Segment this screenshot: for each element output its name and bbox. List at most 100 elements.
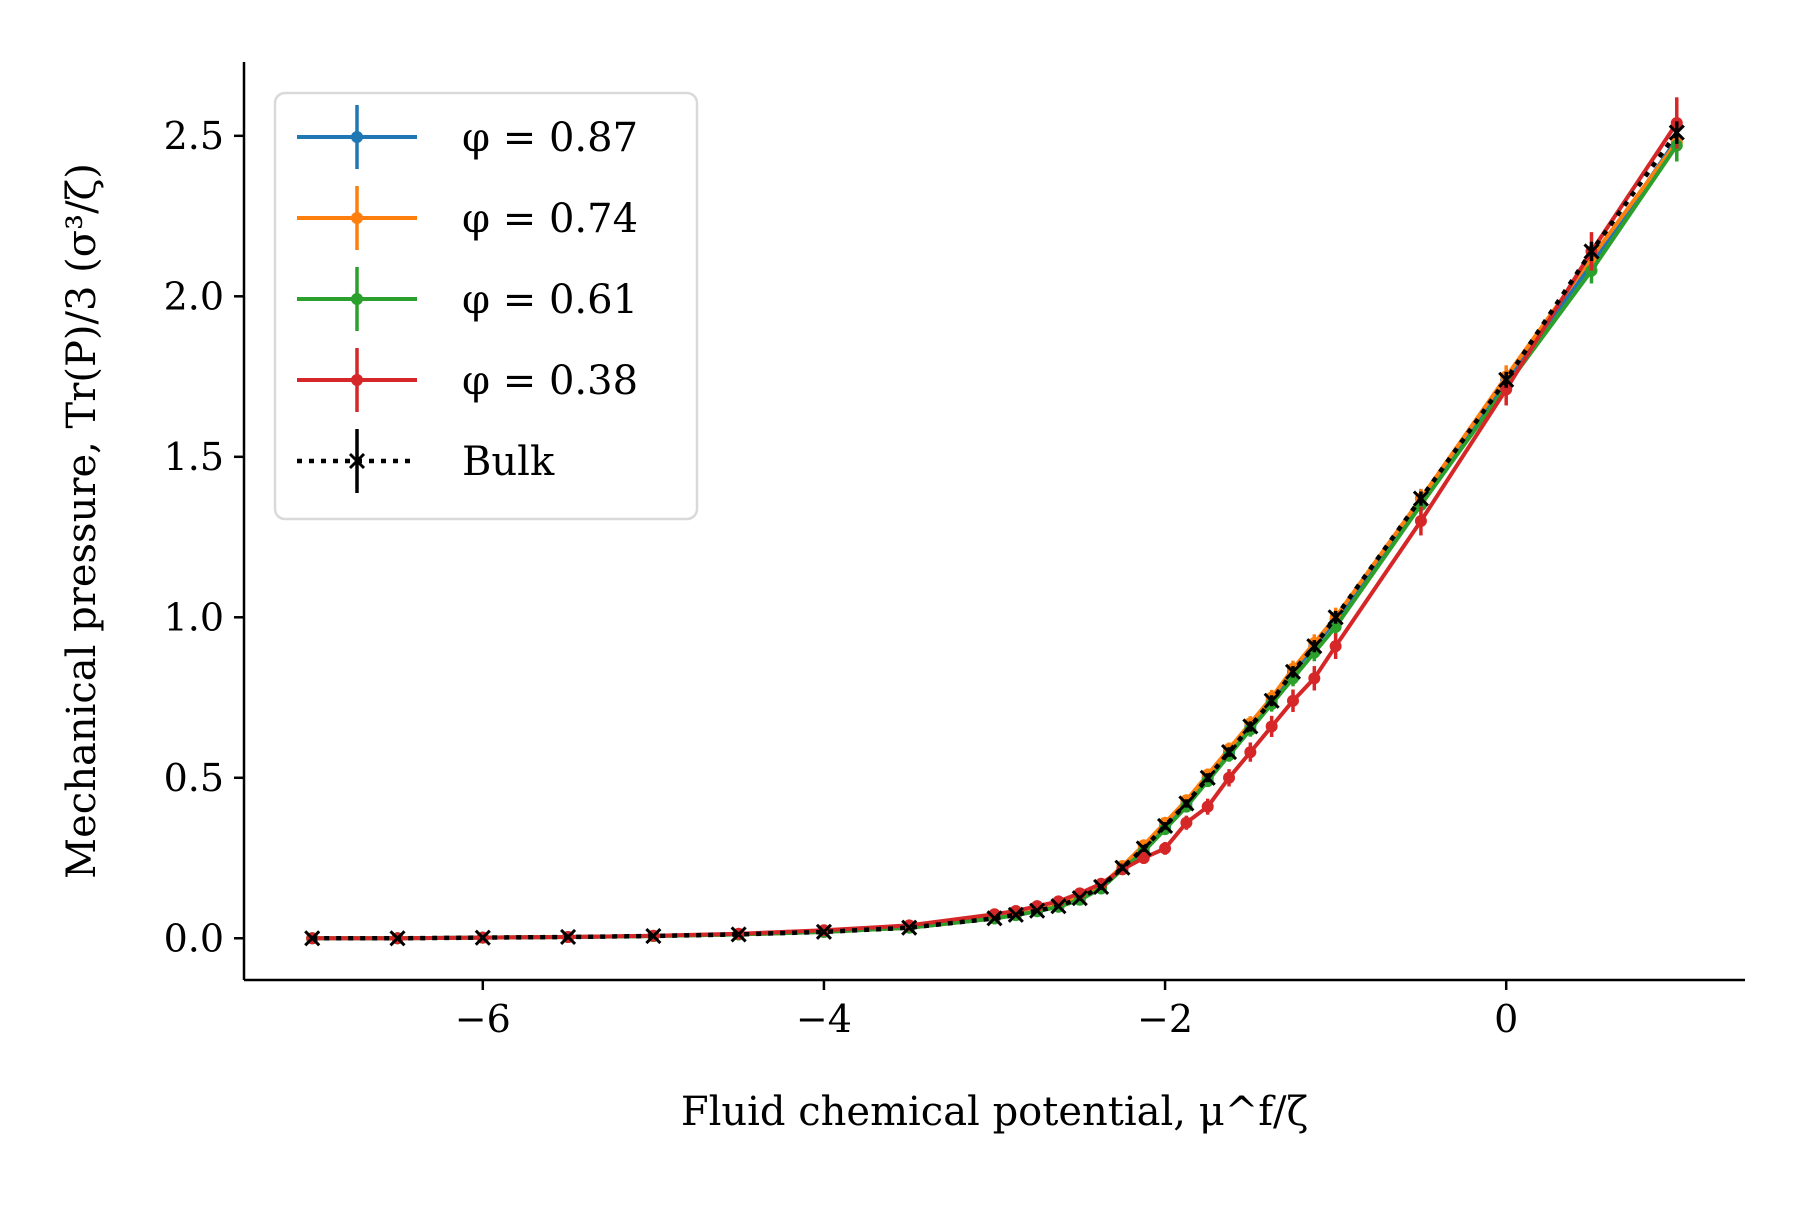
legend-marker [351, 212, 363, 224]
data-point [1114, 859, 1131, 876]
data-point [1329, 620, 1342, 633]
data-point [1178, 795, 1195, 812]
data-point-stroke [1306, 638, 1323, 655]
data-point [1135, 840, 1152, 857]
data-point [645, 927, 662, 945]
y-tick-label: 1.5 [164, 435, 224, 479]
legend-marker [351, 293, 363, 305]
y-tick-label: 2.0 [164, 274, 224, 318]
x-tick-label: −2 [1137, 997, 1193, 1041]
data-point [730, 926, 747, 943]
data-point-stroke [1071, 890, 1088, 907]
y-tick-label: 0.5 [164, 756, 224, 800]
legend: φ = 0.87 φ = 0.74 φ = 0.61 φ = 0.38 Bulk [273, 91, 699, 521]
data-point [1583, 243, 1600, 260]
data-point [986, 910, 1003, 927]
data-point [560, 928, 577, 946]
data-point [1137, 852, 1150, 865]
data-point [1263, 692, 1280, 709]
data-point [1159, 842, 1172, 855]
legend-label: Bulk [462, 439, 555, 485]
data-point [1223, 771, 1236, 784]
axes: −6 −4 −2 0 0.0 0.5 1.0 1.5 2.0 2.5 Fluid chemical … [59, 62, 1745, 1135]
data-point [1071, 890, 1088, 907]
data-point-stroke [1327, 609, 1344, 626]
legend-item-4: Bulk [297, 429, 555, 493]
legend-item-1: φ = 0.74 [297, 186, 638, 250]
data-point [1244, 746, 1257, 759]
data-point-stroke [1498, 371, 1515, 388]
y-axis-label: Mechanical pressure, Tr(P)/3 (σ³/ζ) [59, 163, 105, 879]
series-line [312, 131, 1679, 941]
data-point-stroke [645, 927, 662, 945]
data-point [1220, 744, 1238, 761]
data-point [1329, 640, 1342, 653]
x-tick-label: −6 [455, 997, 511, 1041]
data-point [815, 923, 832, 940]
data-point-stroke [1007, 906, 1024, 923]
data-point [1414, 515, 1427, 527]
legend-label: φ = 0.74 [462, 196, 638, 242]
data-point [1007, 906, 1024, 923]
data-point [1308, 672, 1321, 685]
data-point [1412, 490, 1429, 507]
data-point [1050, 898, 1067, 915]
x-axis-label: Fluid chemical potential, μ^f/ζ [681, 1089, 1308, 1135]
data-point-stroke [1263, 692, 1280, 709]
data-point [1668, 124, 1685, 141]
legend-label: φ = 0.87 [462, 115, 638, 161]
legend-marker [351, 374, 363, 386]
data-point [1327, 609, 1344, 626]
y-tick-label: 0.0 [164, 916, 224, 960]
data-point [1284, 663, 1302, 680]
data-point [1286, 694, 1299, 707]
data-point-stroke [304, 930, 321, 947]
data-point [1009, 904, 1022, 917]
data-point [1201, 800, 1214, 813]
data-point [901, 919, 918, 936]
data-point-stroke [1135, 840, 1152, 857]
data-point-stroke [1178, 795, 1195, 812]
data-point-stroke [1199, 769, 1216, 786]
x-tick-label: 0 [1494, 997, 1518, 1041]
legend-item-3: φ = 0.38 [297, 348, 638, 412]
data-point-stroke [730, 926, 747, 943]
data-point-stroke [1114, 859, 1131, 876]
data-point [1093, 878, 1110, 895]
legend-label: φ = 0.38 [462, 358, 638, 404]
data-point [1498, 371, 1515, 388]
data-point-stroke [389, 930, 406, 947]
data-point-stroke [1284, 663, 1302, 680]
data-point [304, 930, 321, 947]
legend-marker [351, 131, 363, 143]
data-point-stroke [1050, 898, 1067, 915]
data-point [1029, 902, 1046, 919]
data-point [1306, 638, 1323, 655]
legend-marker [348, 452, 366, 470]
data-point [1500, 383, 1513, 396]
legend-box [273, 91, 699, 521]
data-point [1265, 720, 1278, 733]
data-point [1157, 817, 1174, 834]
data-point-stroke [1093, 878, 1110, 895]
data-point-stroke [1668, 124, 1685, 141]
series-layer [304, 97, 1685, 947]
series-4 [304, 121, 1685, 947]
data-point-stroke [560, 928, 577, 946]
data-point-stroke [986, 910, 1003, 927]
data-point-stroke [1220, 744, 1238, 761]
legend-item-0: φ = 0.87 [297, 105, 638, 169]
data-point [1180, 816, 1193, 829]
data-point-stroke [1583, 243, 1600, 260]
data-point-stroke [474, 929, 491, 946]
y-tick-label: 1.0 [164, 595, 224, 639]
data-point [389, 930, 406, 947]
data-point-stroke [1157, 817, 1174, 834]
data-point-stroke [1412, 490, 1429, 507]
data-point-stroke [1029, 902, 1046, 919]
data-point-stroke [901, 919, 918, 936]
legend-label: φ = 0.61 [462, 277, 638, 323]
legend-item-2: φ = 0.61 [297, 267, 638, 331]
